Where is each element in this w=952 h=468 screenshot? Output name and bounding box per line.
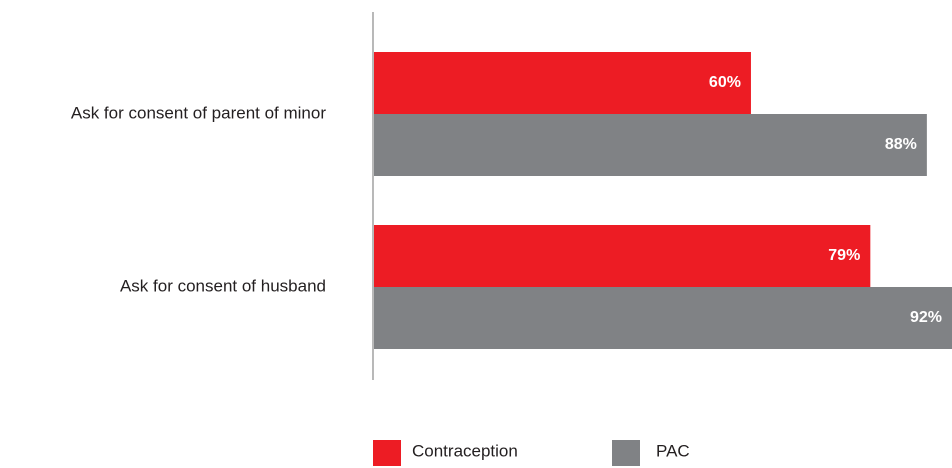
legend: Contraception PAC	[373, 440, 690, 466]
category-labels: Ask for consent of parent of minor Ask fo…	[71, 103, 326, 295]
legend-label-contraception: Contraception	[412, 441, 518, 460]
bars-layer	[374, 52, 952, 349]
bar-pac-1	[374, 114, 927, 176]
bar-pac-2	[374, 287, 952, 349]
legend-label-pac: PAC	[656, 441, 690, 460]
data-label-pac-2: 92%	[910, 309, 942, 326]
bar-contraception-2	[374, 225, 871, 287]
category-label-ask-for-consent-of-parent-of-minor: Ask for consent of parent of minor	[71, 103, 326, 122]
data-label-pac-1: 88%	[885, 136, 917, 153]
legend-swatch-pac	[612, 440, 640, 466]
data-labels: 60% 88% 79% 92%	[709, 74, 942, 326]
legend-swatch-contraception	[373, 440, 401, 466]
data-label-contraception-2: 79%	[828, 247, 860, 264]
data-label-contraception-1: 60%	[709, 74, 741, 91]
bar-contraception-1	[374, 52, 751, 114]
category-label-ask-for-consent-of-husband: Ask for consent of husband	[120, 276, 326, 295]
